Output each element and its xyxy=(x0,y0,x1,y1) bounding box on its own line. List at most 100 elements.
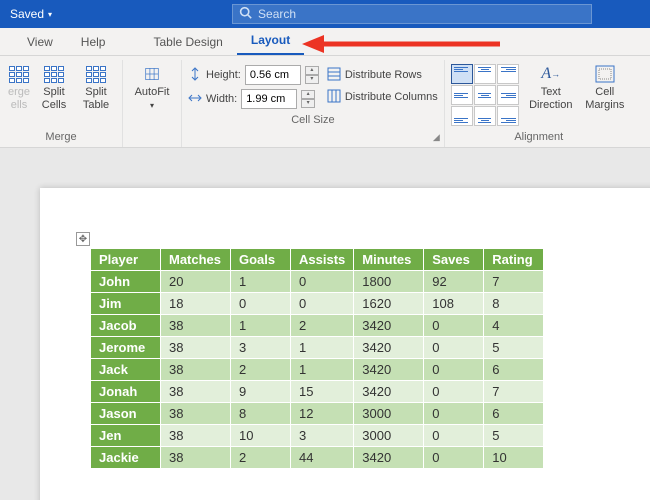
data-cell[interactable]: 15 xyxy=(291,381,354,403)
data-cell[interactable]: 38 xyxy=(161,337,231,359)
data-cell[interactable]: 8 xyxy=(484,293,544,315)
data-cell[interactable]: 1 xyxy=(291,337,354,359)
table-row[interactable]: Jim180016201088 xyxy=(91,293,544,315)
player-name-cell[interactable]: Jen xyxy=(91,425,161,447)
player-name-cell[interactable]: John xyxy=(91,271,161,293)
data-cell[interactable]: 1 xyxy=(291,359,354,381)
data-cell[interactable]: 5 xyxy=(484,425,544,447)
data-cell[interactable]: 2 xyxy=(231,447,291,469)
data-cell[interactable]: 92 xyxy=(424,271,484,293)
player-name-cell[interactable]: Jason xyxy=(91,403,161,425)
data-cell[interactable]: 3420 xyxy=(354,337,424,359)
width-input[interactable] xyxy=(241,89,297,109)
data-cell[interactable]: 2 xyxy=(291,315,354,337)
data-cell[interactable]: 20 xyxy=(161,271,231,293)
data-cell[interactable]: 10 xyxy=(231,425,291,447)
align-cell-2-0[interactable] xyxy=(451,106,473,126)
data-cell[interactable]: 108 xyxy=(424,293,484,315)
width-spinner[interactable]: ▴▾ xyxy=(301,90,315,108)
data-cell[interactable]: 1800 xyxy=(354,271,424,293)
table-row[interactable]: Jerome3831342005 xyxy=(91,337,544,359)
align-cell-2-2[interactable] xyxy=(497,106,519,126)
data-cell[interactable]: 38 xyxy=(161,403,231,425)
table-header[interactable]: Saves xyxy=(424,249,484,271)
data-cell[interactable]: 7 xyxy=(484,271,544,293)
data-cell[interactable]: 0 xyxy=(424,381,484,403)
align-cell-0-0[interactable] xyxy=(451,64,473,84)
data-cell[interactable]: 3 xyxy=(291,425,354,447)
table-row[interactable]: Jason38812300006 xyxy=(91,403,544,425)
data-cell[interactable]: 0 xyxy=(424,315,484,337)
cellsize-launcher-icon[interactable]: ◢ xyxy=(433,132,440,143)
split-cells-button[interactable]: Split Cells xyxy=(34,62,74,113)
data-cell[interactable]: 38 xyxy=(161,315,231,337)
data-cell[interactable]: 38 xyxy=(161,425,231,447)
data-cell[interactable]: 7 xyxy=(484,381,544,403)
align-cell-0-2[interactable] xyxy=(497,64,519,84)
data-table[interactable]: PlayerMatchesGoalsAssistsMinutesSavesRat… xyxy=(90,248,544,469)
height-spinner[interactable]: ▴▾ xyxy=(305,66,319,84)
data-cell[interactable]: 1 xyxy=(231,271,291,293)
table-row[interactable]: Jack3821342006 xyxy=(91,359,544,381)
data-cell[interactable]: 0 xyxy=(291,271,354,293)
data-cell[interactable]: 5 xyxy=(484,337,544,359)
align-cell-1-0[interactable] xyxy=(451,85,473,105)
data-cell[interactable]: 2 xyxy=(231,359,291,381)
data-cell[interactable]: 3420 xyxy=(354,359,424,381)
player-name-cell[interactable]: Jack xyxy=(91,359,161,381)
tab-help[interactable]: Help xyxy=(67,29,120,55)
table-move-handle-icon[interactable]: ✥ xyxy=(76,232,90,246)
document-area[interactable]: ✥ PlayerMatchesGoalsAssistsMinutesSavesR… xyxy=(0,148,650,500)
align-cell-1-1[interactable] xyxy=(474,85,496,105)
data-cell[interactable]: 8 xyxy=(231,403,291,425)
data-cell[interactable]: 3 xyxy=(231,337,291,359)
data-cell[interactable]: 0 xyxy=(424,425,484,447)
spinner-down-icon[interactable]: ▾ xyxy=(305,75,319,84)
tab-layout[interactable]: Layout xyxy=(237,27,304,55)
data-cell[interactable]: 9 xyxy=(231,381,291,403)
align-cell-1-2[interactable] xyxy=(497,85,519,105)
data-cell[interactable]: 3420 xyxy=(354,381,424,403)
data-cell[interactable]: 3420 xyxy=(354,447,424,469)
table-header[interactable]: Rating xyxy=(484,249,544,271)
search-box[interactable] xyxy=(232,4,592,24)
data-cell[interactable]: 0 xyxy=(231,293,291,315)
align-cell-2-1[interactable] xyxy=(474,106,496,126)
player-name-cell[interactable]: Jackie xyxy=(91,447,161,469)
split-table-button[interactable]: Split Table xyxy=(76,62,116,113)
data-cell[interactable]: 0 xyxy=(424,403,484,425)
data-cell[interactable]: 6 xyxy=(484,359,544,381)
data-cell[interactable]: 0 xyxy=(291,293,354,315)
tab-table-design[interactable]: Table Design xyxy=(139,29,236,55)
distribute-rows-button[interactable]: Distribute Rows xyxy=(327,64,438,86)
data-cell[interactable]: 38 xyxy=(161,381,231,403)
data-cell[interactable]: 3420 xyxy=(354,315,424,337)
player-name-cell[interactable]: Jonah xyxy=(91,381,161,403)
table-row[interactable]: Jen38103300005 xyxy=(91,425,544,447)
data-cell[interactable]: 38 xyxy=(161,447,231,469)
distribute-columns-button[interactable]: Distribute Columns xyxy=(327,86,438,108)
saved-button[interactable]: Saved xyxy=(0,0,62,28)
align-cell-0-1[interactable] xyxy=(474,64,496,84)
data-cell[interactable]: 44 xyxy=(291,447,354,469)
player-name-cell[interactable]: Jacob xyxy=(91,315,161,337)
data-cell[interactable]: 6 xyxy=(484,403,544,425)
height-input[interactable] xyxy=(245,65,301,85)
data-cell[interactable]: 4 xyxy=(484,315,544,337)
cell-margins-button[interactable]: Cell Margins xyxy=(583,62,627,113)
table-header[interactable]: Assists xyxy=(291,249,354,271)
data-cell[interactable]: 1 xyxy=(231,315,291,337)
table-row[interactable]: John20101800927 xyxy=(91,271,544,293)
data-cell[interactable]: 3000 xyxy=(354,403,424,425)
data-cell[interactable]: 1620 xyxy=(354,293,424,315)
table-row[interactable]: Jackie382443420010 xyxy=(91,447,544,469)
data-cell[interactable]: 18 xyxy=(161,293,231,315)
player-name-cell[interactable]: Jerome xyxy=(91,337,161,359)
data-cell[interactable]: 38 xyxy=(161,359,231,381)
spinner-down-icon[interactable]: ▾ xyxy=(301,99,315,108)
search-input[interactable] xyxy=(258,7,585,21)
data-cell[interactable]: 10 xyxy=(484,447,544,469)
table-row[interactable]: Jonah38915342007 xyxy=(91,381,544,403)
table-row[interactable]: Jacob3812342004 xyxy=(91,315,544,337)
tab-view[interactable]: View xyxy=(13,29,67,55)
